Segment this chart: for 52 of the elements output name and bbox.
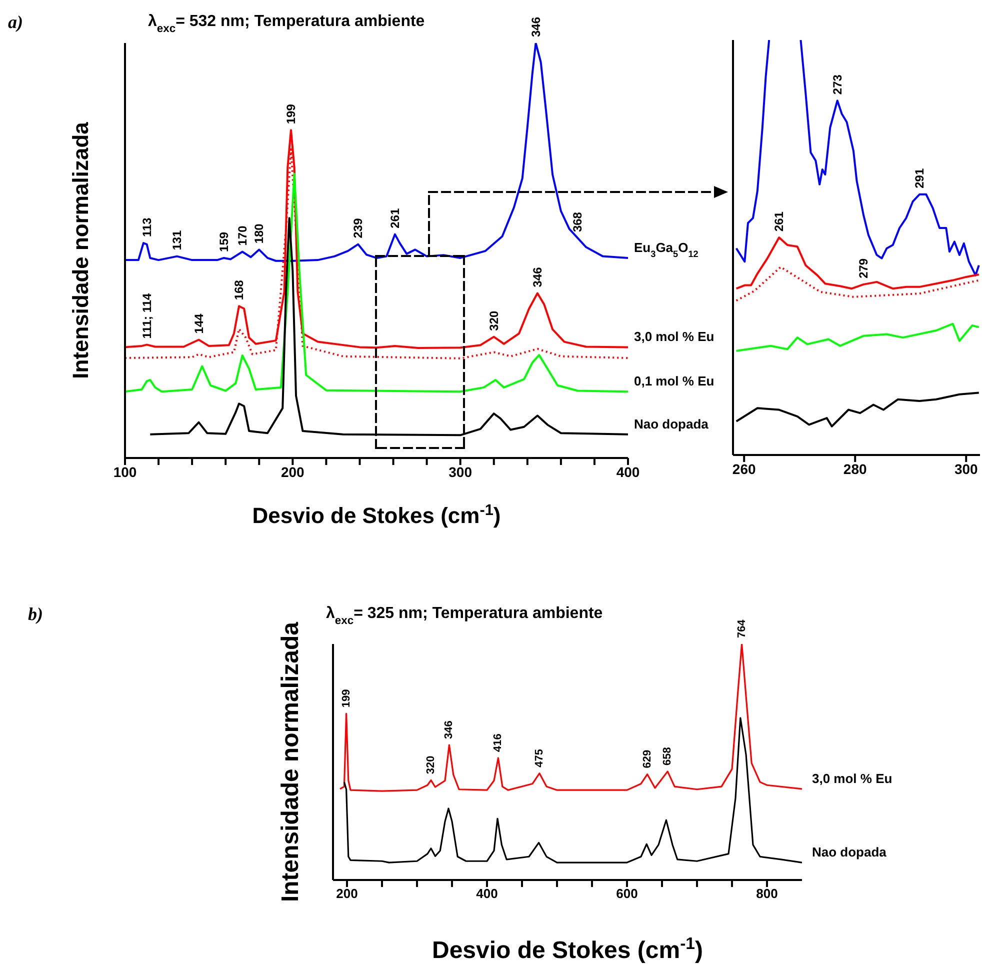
y-axis-title: Intensidade normalizada bbox=[277, 621, 304, 902]
text: a) bbox=[8, 12, 23, 32]
annotation: 291 bbox=[912, 168, 926, 188]
x-tick-label: 800 bbox=[756, 886, 778, 902]
annotation: 320 bbox=[486, 310, 501, 331]
annotation: 113 bbox=[140, 217, 154, 238]
text: b) bbox=[28, 604, 43, 624]
annotation: 199 bbox=[340, 689, 352, 708]
series-label: 3,0 mol % Eu bbox=[812, 770, 892, 786]
annotation: 180 bbox=[252, 223, 266, 244]
series-label: 3,0 mol % Eu bbox=[634, 329, 714, 344]
annotation: 131 bbox=[170, 230, 184, 250]
series-label: Nao dopada bbox=[812, 844, 888, 860]
x-tick-label: 260 bbox=[732, 460, 756, 477]
annotation: 159 bbox=[216, 232, 231, 252]
annotation: 764 bbox=[736, 618, 748, 638]
x-tick-label: 300 bbox=[448, 464, 472, 480]
annotation: 346 bbox=[530, 266, 544, 288]
x-tick-label: 200 bbox=[336, 886, 358, 902]
x-tick-label: 300 bbox=[954, 460, 978, 477]
chart-title: λ$_{exc}$= 325 nm; Temperatura ambiente bbox=[326, 605, 603, 627]
annotation: 658 bbox=[662, 747, 674, 766]
annotation: 629 bbox=[641, 750, 654, 768]
annotation: 261 bbox=[772, 211, 786, 232]
y-axis-title: Intensidade normalizada bbox=[68, 121, 93, 379]
annotation: 199 bbox=[284, 104, 298, 124]
annotation: 168 bbox=[232, 280, 246, 300]
series-label: Eu$_{3}$Ga$_{5}$O$_{12}$ bbox=[634, 240, 698, 259]
annotation: 368 bbox=[570, 212, 585, 232]
annotation: 416 bbox=[492, 734, 504, 752]
annotation: 475 bbox=[534, 748, 546, 768]
x-tick-label: 200 bbox=[280, 464, 305, 480]
series-label: 0,1 mol % Eu bbox=[634, 374, 714, 389]
x-tick-label: 280 bbox=[843, 460, 868, 477]
annotation: 170 bbox=[235, 225, 250, 246]
chart-title: λ$_{exc}$= 532 nm; Temperatura ambiente bbox=[148, 13, 425, 35]
x-tick-label: 600 bbox=[616, 886, 638, 902]
x-tick-label: 400 bbox=[476, 886, 498, 902]
x-tick-label: 400 bbox=[616, 464, 640, 480]
annotation: 239 bbox=[351, 218, 366, 238]
annotation: 273 bbox=[830, 74, 844, 95]
annotation: 279 bbox=[856, 258, 870, 278]
x-axis-title: Desvio de Stokes (cm$^{-1}$) bbox=[432, 934, 704, 964]
annotation: 346 bbox=[443, 720, 456, 740]
annotation: 261 bbox=[388, 208, 402, 228]
annotation: 111; 114 bbox=[140, 292, 154, 339]
annotation: 144 bbox=[192, 313, 206, 334]
x-tick-label: 100 bbox=[113, 464, 137, 480]
series-label: Nao dopada bbox=[634, 416, 710, 432]
x-axis-title: Desvio de Stokes (cm$^{-1}$) bbox=[252, 502, 501, 528]
annotation: 346 bbox=[528, 16, 543, 37]
annotation: 320 bbox=[425, 756, 437, 774]
